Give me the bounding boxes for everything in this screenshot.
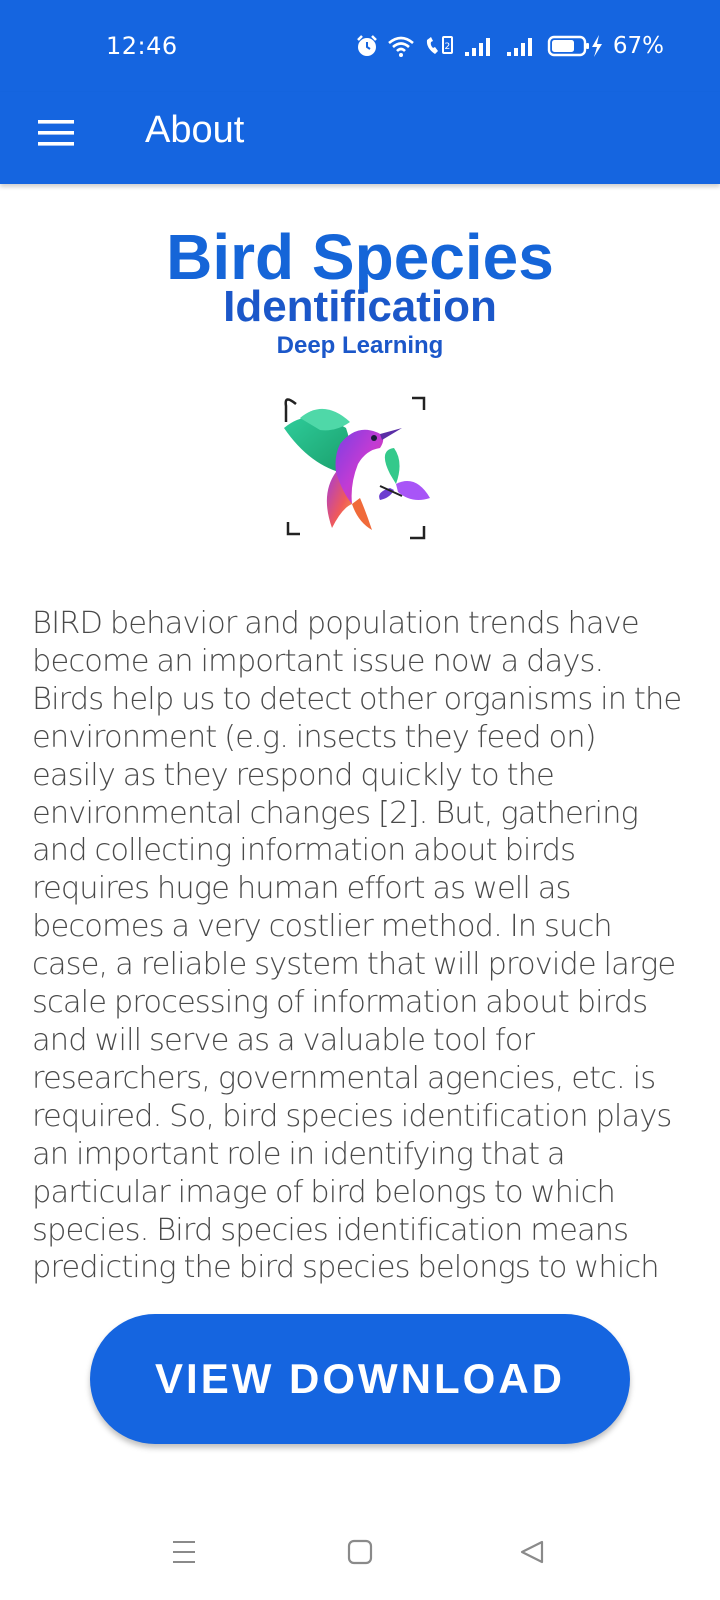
svg-text:2: 2 [444,42,450,52]
signal-icon [463,34,497,58]
system-nav-bar [0,1520,720,1600]
battery-charging-icon [547,34,603,58]
hamburger-menu-icon[interactable] [36,114,76,154]
about-description: BIRD behavior and population trends have… [32,606,682,1290]
battery-percentage: 67% [612,33,664,59]
logo-tagline: Deep Learning [276,332,444,359]
logo-subtitle: Identification [223,282,497,331]
logo-title: Bird Species [166,221,554,293]
app-bar: About [0,92,720,184]
page-title: About [145,109,245,151]
hummingbird-logo-icon [280,388,442,550]
signal-icon [505,34,539,58]
wifi-icon [387,34,415,58]
back-icon[interactable] [518,1538,546,1571]
home-icon[interactable] [346,1538,374,1571]
status-bar: 12:46 2 [0,0,720,92]
recents-icon[interactable] [172,1538,196,1571]
status-icons: 2 67 [355,30,664,62]
status-time: 12:46 [106,32,178,60]
view-download-button[interactable]: VIEW DOWNLOAD [90,1314,630,1444]
volte-call-icon: 2 [423,34,455,58]
alarm-icon [355,34,379,58]
